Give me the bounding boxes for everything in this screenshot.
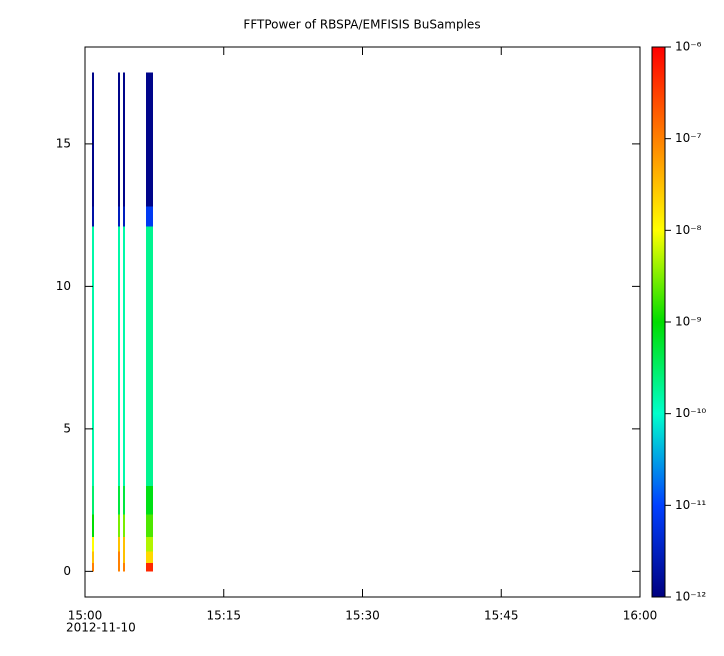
- spectrogram-cell: [145, 206, 153, 227]
- x-tick-label: 15:30: [345, 609, 380, 623]
- spectrogram-cell: [123, 551, 125, 563]
- colorbar-tick-label: 10⁻⁹: [675, 315, 702, 329]
- spectrogram-cell: [92, 206, 94, 227]
- spectrogram-cell: [123, 514, 125, 538]
- colorbar-tick-label: 10⁻⁸: [675, 223, 702, 237]
- spectrogram-cell: [123, 226, 125, 486]
- spectrogram-cell: [92, 72, 94, 207]
- spectrogram-cell: [92, 562, 94, 572]
- spectrogram-cell: [123, 206, 125, 227]
- spectrogram-cell: [145, 537, 153, 552]
- spectrogram-cell: [123, 485, 125, 515]
- colorbar-tick-label: 10⁻¹²: [675, 590, 706, 604]
- spectrogram-cell: [92, 485, 94, 515]
- spectrogram-cell: [118, 562, 120, 572]
- x-tick-label: 15:00: [68, 609, 103, 623]
- spectrogram-cell: [118, 226, 120, 486]
- spectrogram-cell: [145, 551, 153, 563]
- spectrogram-cell: [145, 562, 153, 572]
- x-date-label: 2012-11-10: [66, 621, 136, 635]
- colorbar-tick-label: 10⁻⁶: [675, 40, 702, 54]
- spectrogram-cell: [92, 551, 94, 563]
- spectrogram-cell: [118, 537, 120, 552]
- spectrogram-cell: [92, 514, 94, 538]
- spectrogram-cell: [123, 562, 125, 572]
- spectrogram-cell: [145, 514, 153, 538]
- colorbar-tick-label: 10⁻¹¹: [675, 498, 706, 512]
- spectrogram-cell: [118, 72, 120, 207]
- chart-title: FFTPower of RBSPA/EMFISIS BuSamples: [243, 18, 480, 32]
- spectrogram-cell: [118, 514, 120, 538]
- colorbar-tick-label: 10⁻¹⁰: [675, 406, 706, 420]
- spectrogram-cell: [145, 226, 153, 486]
- spectrogram-cell: [145, 72, 153, 207]
- y-tick-label: 15: [56, 136, 71, 150]
- y-tick-label: 0: [63, 564, 71, 578]
- spectrogram-cell: [123, 537, 125, 552]
- spectrogram-cell: [118, 485, 120, 515]
- x-tick-label: 16:00: [623, 609, 658, 623]
- colorbar: [651, 46, 666, 598]
- spectrogram-cell: [92, 226, 94, 486]
- spectrogram-cell: [118, 206, 120, 227]
- spectrogram-cell: [92, 537, 94, 552]
- x-tick-label: 15:15: [206, 609, 241, 623]
- x-tick-label: 15:45: [484, 609, 519, 623]
- spectrogram-cell: [123, 72, 125, 207]
- y-tick-label: 10: [56, 279, 71, 293]
- spectrogram-cell: [145, 485, 153, 515]
- plot-frame: [84, 46, 641, 598]
- y-tick-label: 5: [63, 421, 71, 435]
- colorbar-tick-label: 10⁻⁷: [675, 131, 702, 145]
- spectrogram-cell: [118, 551, 120, 563]
